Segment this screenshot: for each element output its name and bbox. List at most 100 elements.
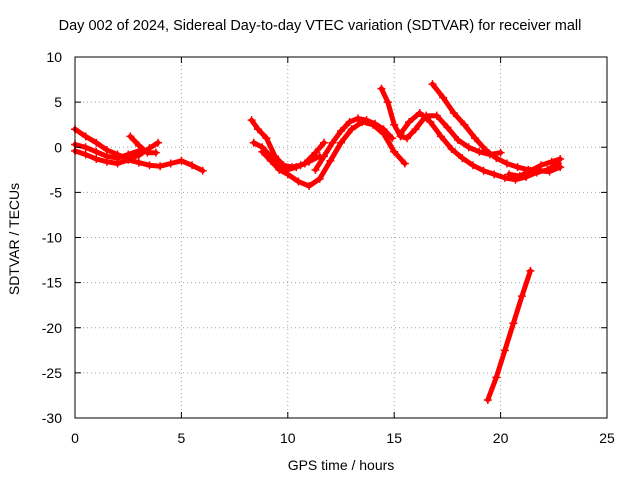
data-point	[432, 111, 441, 120]
series-arc-11	[398, 110, 561, 183]
data-point	[81, 143, 90, 152]
data-point	[439, 93, 448, 102]
data-point	[188, 161, 197, 170]
data-point	[509, 319, 518, 328]
data-point	[437, 132, 446, 141]
data-point	[426, 117, 435, 126]
data-point	[124, 155, 133, 164]
data-point	[483, 395, 492, 404]
data-point	[383, 98, 392, 107]
data-point	[254, 125, 263, 134]
data-point	[449, 108, 458, 117]
data-point	[305, 182, 314, 191]
data-point	[388, 134, 397, 143]
data-point	[402, 134, 411, 143]
axis-ticks: 0 5 10 15 20 25 -30 -25 -20 -15 -10 -5 0 5 10	[42, 49, 615, 446]
data-point	[143, 148, 152, 157]
data-point	[300, 159, 309, 168]
data-point	[390, 120, 399, 129]
data-point	[526, 266, 535, 275]
data-point	[326, 156, 335, 165]
x-axis-label: GPS time / hours	[287, 457, 395, 473]
data-point	[311, 165, 320, 174]
chart-title: Day 002 of 2024, Sidereal Day-to-day VTE…	[58, 18, 582, 34]
data-point	[337, 127, 345, 136]
data-point	[283, 170, 292, 179]
data-point	[151, 148, 160, 157]
data-point	[543, 165, 552, 174]
data-point	[479, 166, 488, 175]
data-point	[315, 174, 324, 183]
y-tick-label: 0	[54, 139, 62, 155]
x-tick-label: 5	[178, 430, 186, 446]
data-point	[475, 147, 484, 156]
data-point	[447, 145, 456, 154]
data-point	[345, 117, 354, 126]
data-point	[266, 156, 275, 165]
data-point	[247, 116, 256, 125]
data-point	[262, 134, 271, 143]
data-point	[471, 134, 480, 143]
data-point	[134, 158, 143, 167]
data-point	[126, 132, 135, 141]
data-point	[166, 159, 175, 168]
x-tick-label: 0	[71, 430, 79, 446]
data-point	[492, 373, 501, 382]
series-arc-13	[485, 268, 533, 403]
data-point	[81, 132, 90, 141]
data-point	[371, 119, 380, 128]
data-point	[113, 159, 122, 168]
y-tick-label: -30	[42, 410, 62, 426]
data-point	[396, 129, 405, 138]
data-point	[258, 147, 267, 156]
data-point	[156, 162, 165, 171]
data-point	[492, 154, 501, 163]
data-point	[153, 138, 162, 147]
data-point	[354, 114, 363, 123]
data-point	[526, 166, 535, 175]
data-point	[481, 145, 490, 154]
data-point	[515, 172, 524, 181]
data-point	[517, 292, 526, 301]
data-point	[415, 108, 424, 117]
y-tick-label: 10	[46, 49, 62, 65]
data-point	[405, 117, 414, 126]
x-tick-label: 20	[493, 430, 509, 446]
data-point	[311, 148, 320, 157]
data-point	[400, 159, 409, 168]
data-point	[292, 163, 301, 172]
data-point	[249, 138, 258, 147]
data-point	[454, 136, 463, 145]
data-point	[458, 154, 467, 163]
data-point	[411, 125, 420, 134]
y-tick-label: -10	[42, 230, 62, 246]
series-arc-4	[127, 133, 159, 156]
data-point	[92, 147, 101, 156]
y-tick-label: -20	[42, 320, 62, 336]
data-point	[379, 125, 388, 134]
y-tick-label: -5	[50, 184, 63, 200]
grid	[75, 57, 607, 418]
data-point	[513, 163, 522, 172]
data-point	[102, 157, 111, 166]
data-point	[460, 120, 469, 129]
data-point	[377, 84, 386, 93]
x-tick-label: 10	[280, 430, 296, 446]
data-point	[537, 161, 546, 170]
x-tick-label: 15	[386, 430, 402, 446]
data-point	[490, 170, 499, 179]
data-point	[319, 138, 328, 147]
data-point	[468, 161, 477, 170]
y-tick-label: -15	[42, 275, 62, 291]
series-arc-8	[313, 115, 395, 173]
y-axis-label: SDTVAR / TECUs	[6, 182, 22, 296]
data-point	[328, 138, 337, 147]
data-point	[547, 157, 556, 166]
data-point	[362, 116, 371, 125]
y-tick-label: -25	[42, 365, 62, 381]
data-point	[500, 346, 509, 355]
data-point	[556, 154, 565, 163]
data-point	[92, 154, 101, 163]
data-point	[464, 143, 473, 152]
